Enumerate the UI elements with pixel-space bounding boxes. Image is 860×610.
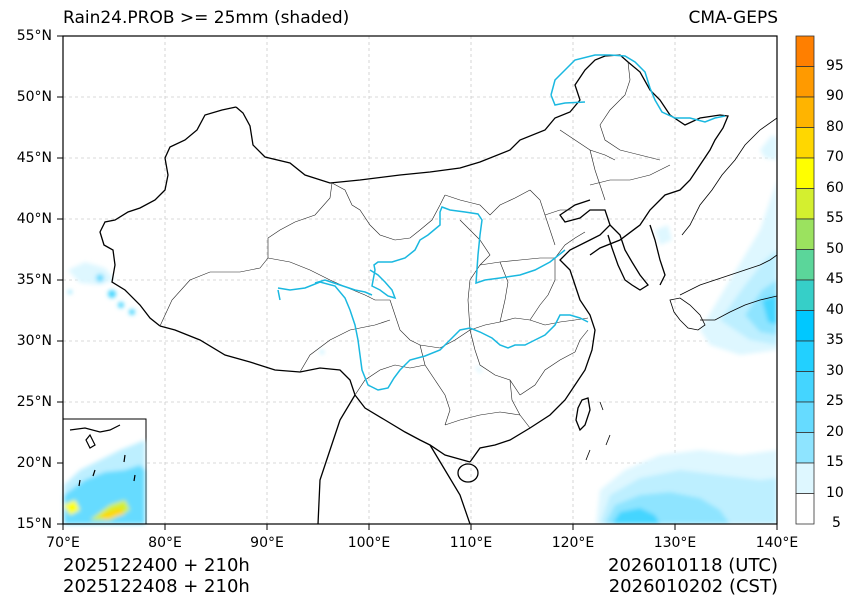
probability-shading — [68, 135, 777, 524]
colorbar-label: 20 — [826, 424, 844, 440]
colorbar-label: 60 — [826, 180, 844, 196]
x-tick-label: 130°E — [653, 535, 697, 551]
colorbar-label: 50 — [826, 241, 844, 257]
x-tick-label: 90°E — [250, 535, 284, 551]
rivers — [277, 54, 726, 391]
colorbar-label: 15 — [826, 454, 844, 470]
y-tick-label: 45°N — [16, 150, 52, 166]
y-tick-label: 50°N — [16, 89, 52, 105]
colorbar-label: 25 — [826, 393, 844, 409]
country-borders — [99, 54, 729, 524]
colorbar — [795, 35, 815, 525]
valid-time-utc: 2026010118 (UTC) — [608, 555, 778, 576]
x-tick-label: 110°E — [449, 535, 493, 551]
init-time-utc: 2025122400 + 210h — [63, 555, 250, 576]
map-title: Rain24.PROB >= 25mm (shaded) — [63, 8, 350, 28]
tick-marks — [57, 35, 778, 530]
colorbar-label: 95 — [826, 58, 844, 74]
y-tick-label: 25°N — [16, 394, 52, 410]
model-name: CMA-GEPS — [688, 8, 778, 28]
gridlines — [63, 36, 777, 524]
y-tick-label: 40°N — [16, 211, 52, 227]
init-time-block: 2025122400 + 210h 2025122408 + 210h — [63, 555, 250, 597]
colorbar-label: 90 — [826, 88, 844, 104]
colorbar-label: 30 — [826, 363, 844, 379]
colorbar-label: 80 — [826, 119, 844, 135]
x-tick-label: 120°E — [551, 535, 595, 551]
y-tick-label: 55°N — [16, 28, 52, 44]
x-tick-label: 70°E — [46, 535, 80, 551]
colorbar-label: 40 — [826, 302, 844, 318]
colorbar-label: 35 — [826, 332, 844, 348]
south-china-sea-inset — [62, 418, 147, 525]
y-tick-label: 20°N — [16, 455, 52, 471]
init-time-cst: 2025122408 + 210h — [63, 576, 250, 597]
x-tick-label: 80°E — [148, 535, 182, 551]
colorbar-label: 5 — [832, 515, 841, 531]
japan-coastline — [585, 117, 777, 461]
x-tick-label: 100°E — [347, 535, 391, 551]
y-tick-label: 15°N — [16, 516, 52, 532]
y-tick-label: 30°N — [16, 333, 52, 349]
province-borders — [159, 61, 671, 429]
valid-time-cst: 2026010202 (CST) — [608, 576, 778, 597]
valid-time-block: 2026010118 (UTC) 2026010202 (CST) — [608, 555, 778, 597]
colorbar-label: 55 — [826, 210, 844, 226]
colorbar-label: 70 — [826, 149, 844, 165]
colorbar-label: 45 — [826, 271, 844, 287]
colorbar-label: 10 — [826, 485, 844, 501]
y-tick-label: 35°N — [16, 272, 52, 288]
x-tick-label: 140°E — [755, 535, 799, 551]
